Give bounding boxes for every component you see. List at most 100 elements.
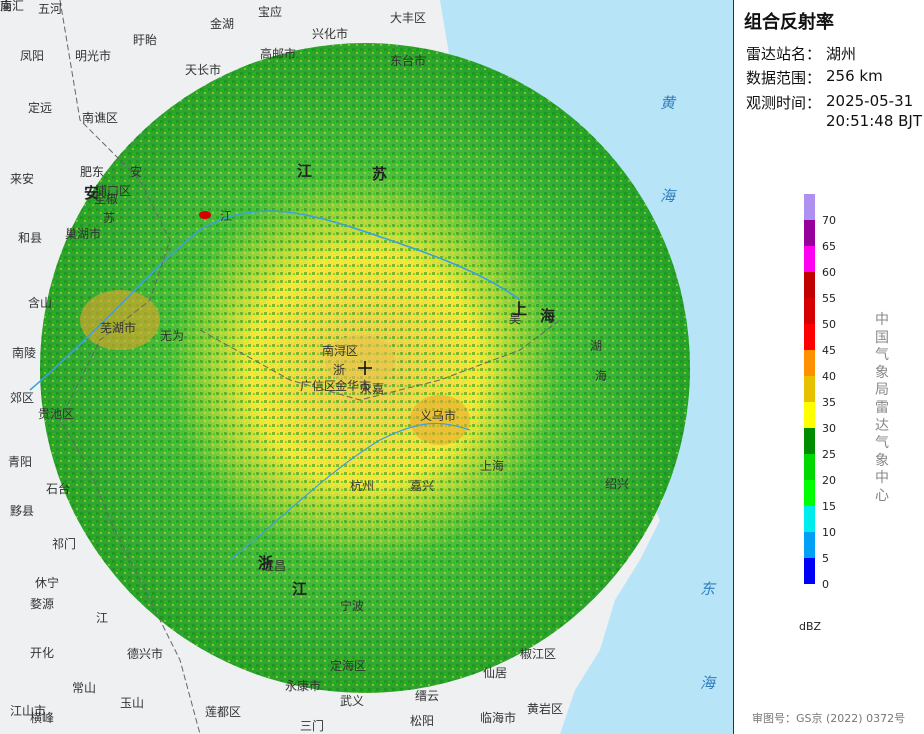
place-label: 凤阳 [20,49,45,63]
echo-cell [199,211,211,219]
place-label: 庙 [0,0,13,13]
place-label: 郊区 [10,391,35,405]
place-label: 玉山 [120,696,145,710]
sea-area [440,0,733,734]
province-label: 上 [512,300,528,318]
place-label: 天长市 [185,63,222,77]
sea-label: 东 [700,580,716,598]
legend-label: 70 [822,214,836,227]
province-label: 海 [540,307,556,325]
place-label: 休宁 [35,576,60,590]
place-label: 贵池区 [38,407,75,421]
place-label: 横峰 [30,711,55,725]
place-label: 开化 [30,646,55,660]
echo-cell [80,290,160,350]
place-label: 浙 [333,363,346,377]
legend-label: 35 [822,396,836,409]
legend-swatch [804,558,815,584]
place-label: 三门 [300,719,325,733]
agency-name: 中国气象局雷达气象中心 [875,312,889,504]
place-label: 广信区 [300,379,337,393]
place-label: 芜湖市 [100,321,137,335]
place-label: 黟县 [10,504,35,518]
place-label: 南汇 [0,0,25,13]
place-label: 松阳 [410,714,435,728]
legend-swatch [804,272,815,298]
place-label: 常山 [72,681,97,695]
legend-label: 60 [822,266,836,279]
legend-label: 5 [822,552,829,565]
place-label: 巢湖市 [65,227,102,241]
radar-map[interactable]: 五河 金湖 宝应 大丰区 凤阳 明光市 盱眙 兴化市 东台市 定远 天长市 高邮市 南谯区 来安 肥东 全椒安… [0,0,733,734]
place-label: 无为 [160,329,185,343]
place-label: 嘉兴 [410,479,435,493]
legend-label: 45 [822,344,836,357]
time-label: 观测时间： [746,94,822,112]
range-value: 256 km [826,67,883,85]
place-label: 定海区 [330,659,367,673]
legend-label: 20 [822,474,836,487]
legend-label: 15 [822,500,836,513]
place-label: 东台市 [390,54,427,68]
place-label: 婺源 [30,597,55,611]
place-label: 莲都区 [205,705,242,719]
place-label: 青阳 [8,455,33,469]
place-label: 椒江区 [520,647,557,661]
place-label: 安 [130,165,143,179]
province-boundary [59,0,201,734]
legend-swatch [804,376,815,402]
legend-swatch [804,220,815,246]
place-label: 绍兴 [605,477,630,491]
place-label: 石台 [46,482,71,496]
legend-label: 65 [822,240,836,253]
station-value: 湖州 [826,45,857,63]
place-label: 临海市 [480,711,517,725]
time-date: 2025-05-31 [826,92,914,110]
place-label: 南陵 [12,346,37,360]
place-label: 江 [96,611,109,625]
place-label: 缙云 [415,689,440,703]
place-label: 宝应 [258,5,283,19]
legend-swatch [804,194,815,220]
place-label: 五河 [38,2,63,16]
legend-label: 50 [822,318,836,331]
legend-label: 10 [822,526,836,539]
place-label: 金华市 [335,379,372,393]
product-title: 组合反射率 [744,12,834,33]
legend-swatch [804,454,815,480]
place-label: 永嘉 [360,382,385,396]
province-label: 安 [84,184,100,202]
legend-label: 30 [822,422,836,435]
place-label: 明光市 [75,49,112,63]
sea-label: 海 [700,674,716,692]
time-clock: 20:51:48 BJT [826,112,923,130]
station-label: 雷达站名： [746,45,822,63]
place-label: 浦口区 [95,184,132,198]
legend-label: 40 [822,370,836,383]
legend-label: 0 [822,578,829,591]
legend-label: 25 [822,448,836,461]
place-label: 盱眙 [133,33,158,47]
place-label: 金湖 [210,17,235,31]
info-panel: 组合反射率 雷达站名： 湖州 数据范围： 256 km 观测时间： 2025-0… [733,0,924,734]
place-label: 武义 [340,694,365,708]
echo-cell [325,335,395,385]
place-label: 上海 [480,459,505,473]
province-boundary [199,319,561,401]
legend-unit: dBZ [799,620,822,633]
place-label: 大丰区 [390,11,427,25]
place-label: 肥东 [80,165,105,179]
legend-swatch [804,350,815,376]
place-label: 德兴市 [127,647,164,661]
place-label: 祁门 [52,537,77,551]
place-label: 义乌市 [420,409,457,423]
place-label: 仙居 [483,666,508,680]
place-label: 苏 [103,211,116,225]
place-label: 江山市 [10,704,47,718]
place-label: 和县 [18,231,43,245]
place-label: 黄岩区 [527,702,564,716]
province-label: 江 [297,162,313,180]
place-label: 南谯区 [82,111,119,125]
place-label: 永康市 [285,679,322,693]
place-label: 杭州 [350,479,375,493]
